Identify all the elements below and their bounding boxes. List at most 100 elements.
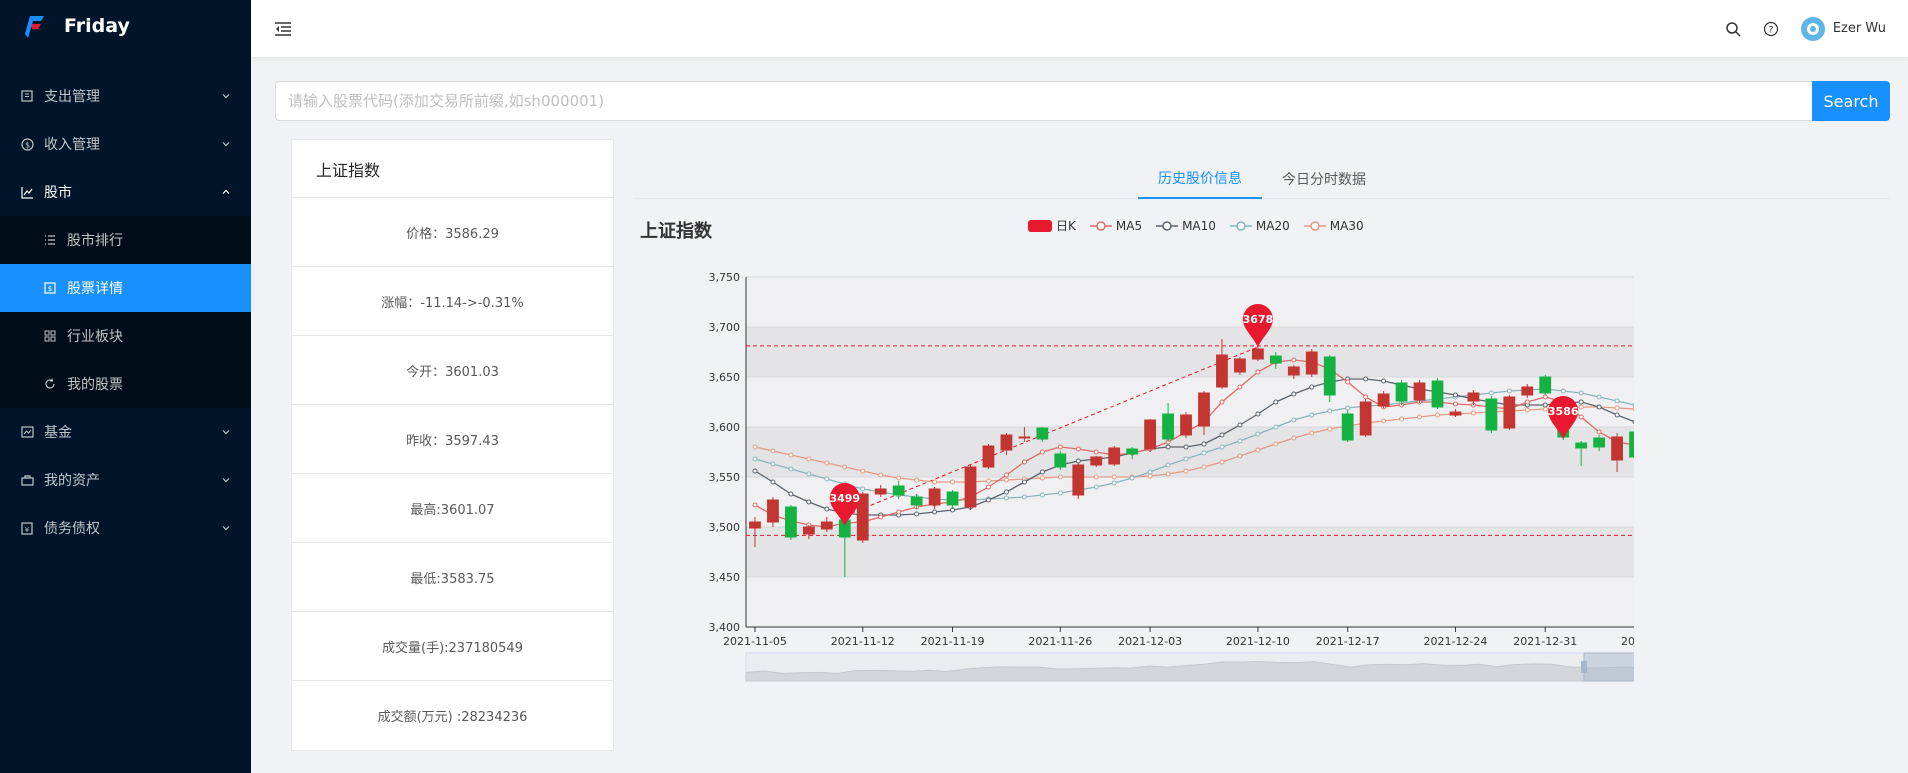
ma5-point [1093,449,1099,455]
mark-point-pin [1548,396,1579,439]
mark-point: 3586 [1548,396,1579,439]
ma20-point [1111,480,1117,486]
x-tick-label: 2021-12-24 [1423,635,1487,648]
turnover-row: 成交额(万元) :28234236 [377,710,528,725]
tab-intraday[interactable]: 今日分时数据 [1282,172,1366,188]
chart-title: 上证指数 [640,221,712,242]
sidebar-item-debt[interactable]: ¥ 债务债权 [0,504,251,552]
candle-body [1251,348,1264,360]
sidebar-item-stock-detail[interactable]: $ 股票详情 [0,264,251,312]
grid-band [746,527,1634,577]
search-button[interactable]: Search [1812,81,1890,121]
sidebar-item-fund[interactable]: 基金 [0,408,251,456]
menu-fold-icon[interactable] [273,19,293,39]
ma10-point [1003,489,1009,495]
main-area: ? Ezer Wu Search 上证指数 价格：3586.29 涨幅：-11.… [251,0,1908,773]
ma30-point [1237,453,1243,459]
ma20-point [1578,390,1584,396]
candle-body [1503,396,1516,429]
ma5-point [1237,384,1243,390]
price-row: 价格：3586.29 [292,198,613,267]
ma20-point [1506,388,1512,394]
candle-body [1305,351,1318,375]
ma5-point [1021,459,1027,465]
ma30-point [752,444,758,450]
sidebar-item-stock[interactable]: 股市 [0,168,251,216]
candle-body [874,488,887,495]
brand[interactable]: Friday [0,0,251,52]
candlestick-chart[interactable]: 3,400 3,450 3,500 3,550 3,600 3,650 3,700 3,750… [634,139,1634,719]
ma30-point [1165,471,1171,477]
legend-item-kline[interactable]: 日K [1028,217,1076,234]
candle-body [802,526,815,535]
user-menu[interactable]: Ezer Wu [1800,16,1886,41]
ma10-point [824,506,830,512]
legend-item-ma30[interactable]: MA30 [1303,217,1364,234]
search-icon[interactable] [1725,21,1741,37]
y-tick-label: 3,650 [709,371,741,384]
candle-body [1162,413,1174,440]
svg-text:$: $ [48,285,52,293]
sidebar-item-industry[interactable]: 行业板块 [0,312,251,360]
ma20-point [1183,456,1189,462]
ma30-point [1147,473,1153,479]
stock-code-search-input[interactable] [275,81,1812,121]
mark-point: 3678 [1243,304,1273,347]
legend-kline-swatch [1028,219,1052,232]
tab-history[interactable]: 历史股价信息 [1138,159,1262,199]
sidebar-item-income[interactable]: $ 收入管理 [0,120,251,168]
legend-label: MA30 [1329,218,1364,233]
ma30-point [1614,405,1620,411]
ma20-point [1327,408,1333,414]
legend-item-ma10[interactable]: MA10 [1156,217,1216,234]
ma10-point [752,468,758,474]
ma30-point [1291,435,1297,441]
sidebar-item-expense[interactable]: 支出管理 [0,72,251,120]
dollar-icon: $ [20,137,34,151]
ma30-point [1434,412,1440,418]
ma30-point [788,452,794,458]
ma20-point [1291,417,1297,423]
ma20-point [1021,494,1027,500]
help-icon[interactable]: ? [1763,21,1779,37]
legend-item-ma5[interactable]: MA5 [1089,217,1142,234]
mark-point-pin [829,483,860,526]
candle-body [749,521,761,529]
legend-item-ma20[interactable]: MA20 [1229,217,1290,234]
sidebar-item-assets[interactable]: 我的资产 [0,456,251,504]
chart-tabs: 历史股价信息 今日分时数据 [634,159,1890,199]
prev-close-row: 昨收：3597.43 [292,405,613,474]
ma10-point [1039,469,1045,475]
sidebar-item-stock-ranking[interactable]: 股市排行 [0,216,251,264]
zoom-handle-left[interactable] [1581,661,1587,673]
chart-panel: 历史股价信息 今日分时数据 上证指数 日K MA5 [634,139,1890,751]
svg-text:¥: ¥ [25,526,30,534]
ma10-point [1291,391,1297,397]
ma10-point [932,509,938,515]
ma10-point [1237,422,1243,428]
ma20-point [1219,444,1225,450]
candle-body [1359,401,1372,436]
fund-icon [20,425,34,439]
ma10-point [1165,444,1171,450]
x-tick-label: 2021-11-12 [831,635,895,648]
legend-ma5-swatch [1089,220,1112,231]
candle-body [1180,414,1192,436]
y-tick-label: 3,400 [709,621,741,634]
svg-text:$: $ [24,140,29,149]
sidebar-item-label: 股市 [44,185,72,201]
asset-icon [20,473,34,487]
candle-body [1234,358,1246,373]
candle-body [892,485,905,496]
high-row: 最高:3601.07 [292,474,613,543]
ma5-point [1003,472,1009,478]
sidebar-item-my-stocks[interactable]: 我的股票 [0,360,251,408]
ma5-point [1524,399,1530,405]
x-tick-label: 2021-11-26 [1028,635,1092,648]
ma10-point [1381,378,1387,384]
ma10-point [770,479,776,485]
ma10-point [1021,479,1027,485]
ma30-point [842,464,848,470]
legend-label: MA10 [1182,218,1216,233]
y-tick-label: 3,500 [709,521,741,534]
